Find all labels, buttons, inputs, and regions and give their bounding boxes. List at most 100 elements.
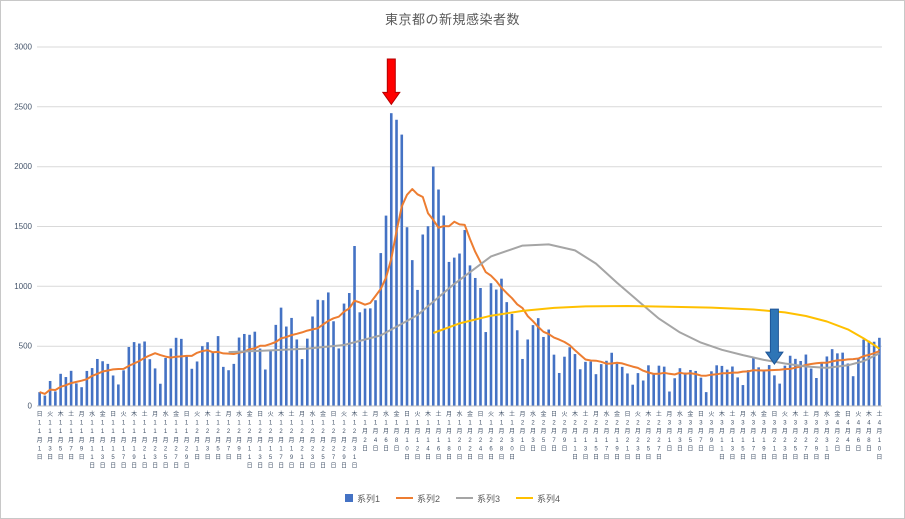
series3-line[interactable] — [228, 243, 880, 369]
legend-item-series4[interactable]: 系列4 — [516, 492, 560, 505]
series4-line[interactable] — [432, 305, 880, 350]
legend-item-series1[interactable]: 系列1 — [344, 492, 380, 505]
x-axis-labels: 日 1 1 月 1 日火 1 1 月 3 日木 1 1 月 5 日土 1 1 月 7 日月 1 1 月 9 日水 1 1 月 1 1 日金 1 1… — [37, 410, 883, 470]
series2-line-marker-icon — [395, 496, 413, 500]
legend-label-series3: 系列3 — [477, 493, 501, 504]
legend-label-series4: 系列4 — [537, 493, 561, 504]
series1-bar-marker-icon — [344, 494, 353, 502]
legend-item-series3[interactable]: 系列3 — [456, 492, 500, 505]
svg-text:0: 0 — [28, 402, 33, 411]
chart-title: 東京都の新規感染者数 — [384, 12, 520, 27]
svg-text:3000: 3000 — [14, 43, 32, 52]
svg-text:2000: 2000 — [14, 162, 32, 171]
series2-line[interactable] — [39, 188, 880, 395]
legend-label-series1: 系列1 — [356, 493, 380, 504]
blue-down-arrow[interactable] — [764, 308, 784, 365]
legend-label-series2: 系列2 — [416, 493, 440, 504]
legend: 系列1 系列2 系列3 系列4 — [1, 490, 904, 506]
svg-text:500: 500 — [19, 342, 33, 351]
svg-text:1000: 1000 — [14, 282, 32, 291]
legend-item-series2[interactable]: 系列2 — [395, 492, 440, 505]
y-axis-labels: 0 500 1000 1500 2000 2500 3000 — [14, 43, 32, 411]
series3-line-marker-icon — [456, 496, 473, 500]
bars-series1[interactable] — [38, 113, 881, 407]
svg-text:1500: 1500 — [14, 222, 32, 231]
series4-line-marker-icon — [516, 496, 534, 500]
red-down-arrow[interactable] — [381, 58, 401, 106]
